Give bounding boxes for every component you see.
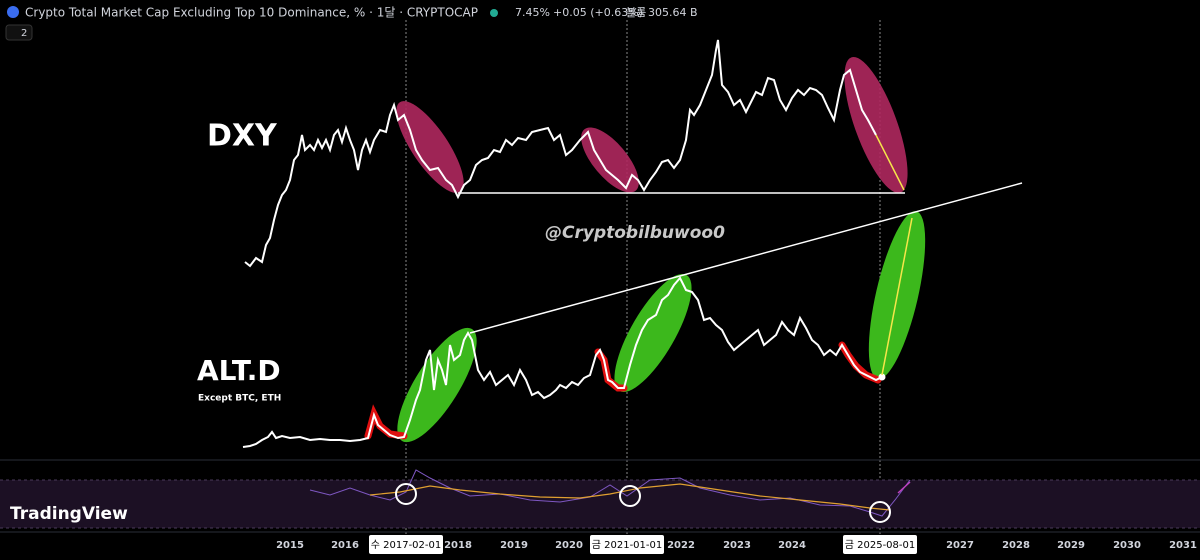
x-tick-label: 2019 — [500, 540, 528, 551]
change: +0.05 (+0.63%) — [553, 6, 643, 19]
rsi-line — [309, 469, 911, 517]
rsi-ma — [369, 483, 891, 511]
dxy-highlights — [396, 56, 908, 194]
x-tick-label: 2015 — [276, 540, 304, 551]
x-tick-label: 2016 — [331, 540, 359, 551]
price: 7.45% — [515, 6, 550, 19]
altd-arrow — [881, 217, 913, 376]
status-dot — [490, 9, 498, 17]
x-tick-label: 2020 — [555, 540, 583, 551]
indicator-toggle[interactable] — [5, 24, 33, 41]
altd-line — [242, 276, 883, 448]
last-point — [878, 373, 886, 381]
altd-note: Except BTC, ETH — [198, 394, 281, 404]
x-tick-label: 2029 — [1057, 540, 1085, 551]
x-tick-label: 2022 — [667, 540, 695, 551]
x-tick-label: 2023 — [723, 540, 751, 551]
marker-lines — [405, 20, 881, 545]
volume: 305.64 B — [648, 6, 698, 19]
marker-date: 수 2017-02-01 — [371, 539, 442, 551]
x-tick-label: 2024 — [778, 540, 806, 551]
marker-badge — [590, 535, 664, 554]
marker-badge — [843, 535, 917, 554]
dxy-label: DXY — [207, 119, 278, 154]
x-tick-label: 2028 — [1002, 540, 1030, 551]
volume-label: 볼륨 — [626, 6, 646, 19]
marker-date: 금 2025-08-01 — [845, 539, 916, 551]
altd-resistance — [469, 182, 1023, 334]
marker-date: 금 2021-01-01 — [592, 539, 663, 551]
header-title: Crypto Total Market Cap Excluding Top 10… — [25, 6, 478, 20]
watermark: @Cryptobilbuwoo0 — [545, 223, 725, 243]
indicator-count: 2 — [21, 28, 27, 39]
x-tick-label: 2018 — [444, 540, 472, 551]
x-tick-label: 2031 — [1169, 540, 1197, 551]
x-tick-label: 2030 — [1113, 540, 1141, 551]
rsi-arrow — [897, 481, 911, 494]
marker-badge — [369, 535, 443, 554]
altd-label: ALT.D — [197, 354, 281, 387]
indicator-band — [0, 480, 1200, 528]
dxy-line — [244, 39, 877, 268]
logo: TradingView — [10, 504, 128, 524]
x-tick-label: 2027 — [946, 540, 974, 551]
rsi-circles — [395, 483, 891, 523]
symbol-icon — [7, 6, 19, 18]
dxy-arrow — [875, 134, 905, 191]
